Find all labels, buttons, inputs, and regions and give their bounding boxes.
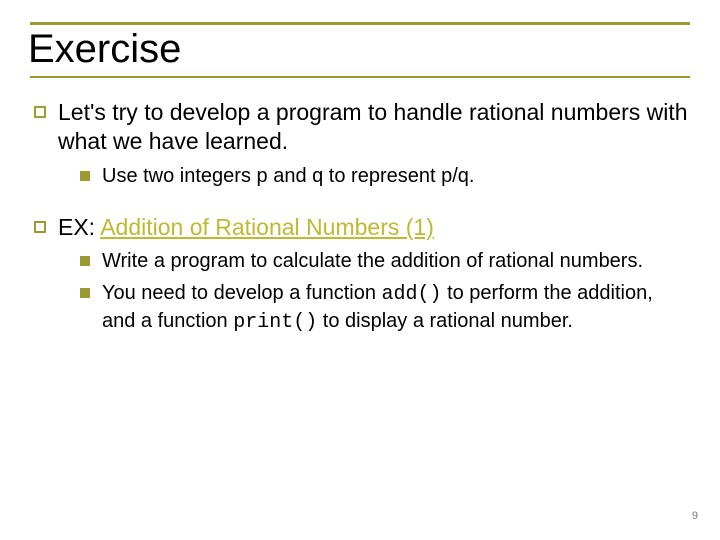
content-area: Let's try to develop a program to handle…	[30, 98, 690, 336]
hollow-square-icon	[34, 221, 46, 233]
sub-bullet-item: Use two integers p and q to represent p/…	[30, 163, 690, 189]
sub-bullet-item: Write a program to calculate the additio…	[30, 248, 690, 274]
ex-prefix: EX:	[58, 214, 100, 240]
code-print: print()	[233, 311, 317, 334]
sub-bullet-text: You need to develop a function add() to …	[102, 280, 690, 336]
title-underline	[30, 76, 690, 78]
bullet-item: Let's try to develop a program to handle…	[30, 98, 690, 157]
sub-bullet-text: Write a program to calculate the additio…	[102, 248, 643, 274]
bullet-text: EX: Addition of Rational Numbers (1)	[58, 213, 434, 242]
slide-title: Exercise	[28, 27, 690, 72]
exercise-link[interactable]: Addition of Rational Numbers (1)	[100, 214, 434, 240]
sub-bullet-item: You need to develop a function add() to …	[30, 280, 690, 336]
filled-square-icon	[80, 288, 90, 298]
text-fragment: You need to develop a function	[102, 282, 382, 304]
filled-square-icon	[80, 256, 90, 266]
text-fragment: to display a rational number.	[317, 310, 573, 332]
filled-square-icon	[80, 171, 90, 181]
bullet-text: Let's try to develop a program to handle…	[58, 98, 690, 157]
title-top-rule	[30, 22, 690, 25]
code-add: add()	[382, 283, 442, 306]
hollow-square-icon	[34, 106, 46, 118]
page-number: 9	[692, 510, 698, 522]
sub-bullet-text: Use two integers p and q to represent p/…	[102, 163, 474, 189]
bullet-item: EX: Addition of Rational Numbers (1)	[30, 213, 690, 242]
